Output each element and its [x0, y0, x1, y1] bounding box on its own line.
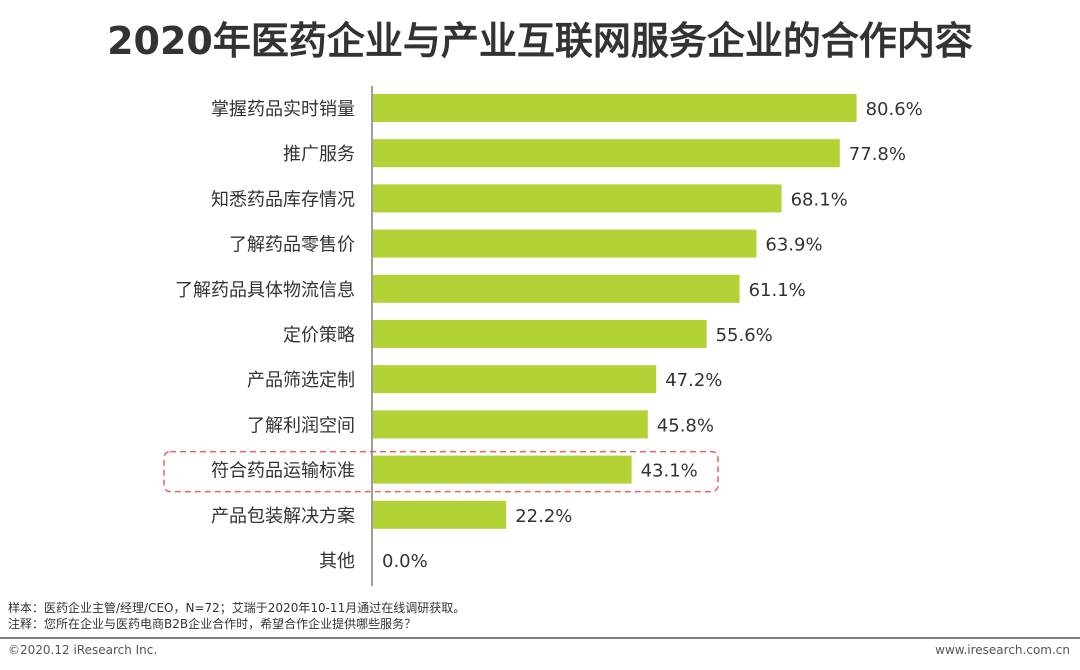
bar	[373, 94, 857, 122]
category-label: 了解药品零售价	[229, 235, 355, 256]
value-label: 22.2%	[515, 506, 572, 527]
bar	[373, 229, 757, 258]
value-label: 43.1%	[641, 461, 698, 482]
value-label: 77.8%	[849, 144, 906, 165]
category-label: 符合药品运输标准	[211, 461, 355, 482]
value-label: 45.8%	[657, 415, 714, 436]
bar	[373, 455, 632, 484]
bar	[373, 500, 507, 529]
highlight-box	[163, 450, 719, 493]
bar	[373, 139, 840, 168]
chart-title: 2020年医药企业与产业互联网服务企业的合作内容	[107, 19, 973, 63]
category-label: 定价策略	[283, 325, 355, 346]
value-label: 47.2%	[665, 370, 722, 391]
website-link[interactable]: www.iresearch.com.cn	[935, 643, 1070, 657]
category-label: 了解药品具体物流信息	[175, 280, 355, 301]
value-label: 61.1%	[749, 280, 806, 301]
bar	[373, 365, 657, 394]
footer-divider	[0, 637, 1080, 639]
category-label: 掌握药品实时销量	[211, 99, 355, 120]
category-label: 推广服务	[283, 144, 355, 165]
value-label: 0.0%	[382, 551, 428, 572]
sample-note: 样本：医药企业主管/经理/CEO，N=72；艾瑞于2020年10-11月通过在线…	[8, 601, 466, 615]
value-label: 80.6%	[866, 99, 923, 120]
category-label: 其他	[319, 551, 355, 572]
value-label: 63.9%	[765, 235, 822, 256]
copyright: ©2020.12 iResearch Inc.	[8, 643, 158, 657]
bar	[373, 410, 648, 439]
category-label: 知悉药品库存情况	[211, 189, 355, 210]
bar	[373, 274, 740, 303]
category-label: 产品包装解决方案	[211, 506, 355, 527]
value-label: 55.6%	[716, 325, 773, 346]
value-label: 68.1%	[791, 189, 848, 210]
category-label: 产品筛选定制	[247, 370, 355, 391]
notes: 样本：医药企业主管/经理/CEO，N=72；艾瑞于2020年10-11月通过在线…	[8, 600, 465, 632]
bar-chart: 掌握药品实时销量 80.6% 推广服务 77.8% 知悉药品库存情况 68.1% 了解药品零…	[163, 86, 923, 586]
question-note: 注释：您所在企业与医药电商B2B企业合作时，希望合作企业提供哪些服务？	[8, 617, 417, 631]
bars-group: 掌握药品实时销量 80.6% 推广服务 77.8% 知悉药品库存情况 68.1% 了解药品零…	[163, 94, 923, 572]
bar	[373, 320, 707, 348]
bar	[373, 184, 782, 213]
category-label: 了解利润空间	[247, 415, 355, 436]
